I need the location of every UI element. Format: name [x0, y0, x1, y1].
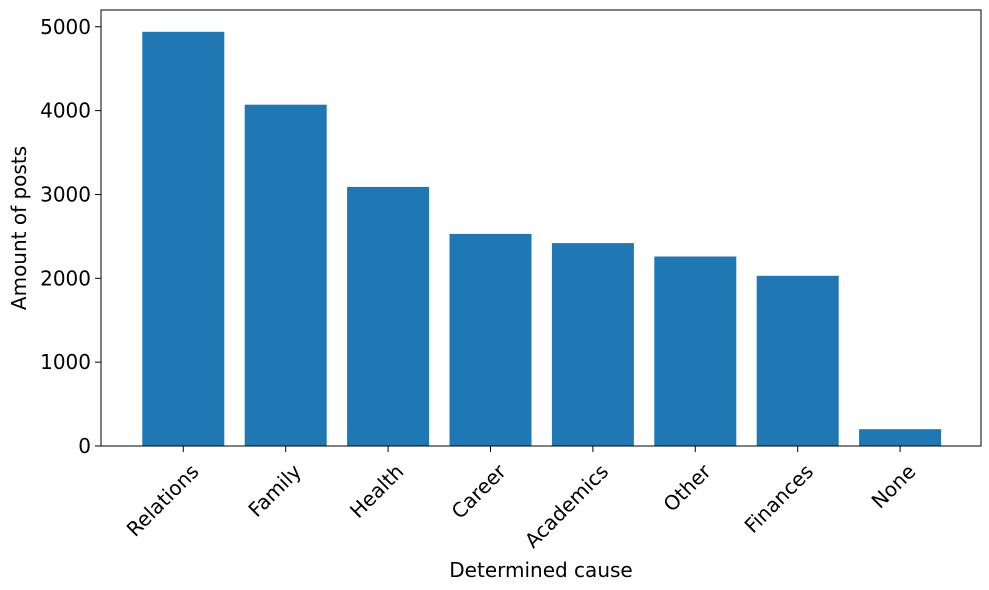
- bars-group: [142, 31, 942, 447]
- y-tick-label: 5000: [40, 15, 91, 39]
- y-tick-label: 3000: [40, 182, 91, 206]
- x-axis-label: Determined cause: [449, 558, 632, 582]
- bar-family: [244, 104, 327, 446]
- y-tick-label: 1000: [40, 350, 91, 374]
- plot-frame: [100, 9, 982, 447]
- bar-career: [449, 233, 532, 446]
- y-tick-label: 0: [78, 434, 91, 458]
- y-axis-label: Amount of posts: [7, 146, 31, 310]
- y-axis-ticks: 0 1000 2000 3000 4000 5000: [40, 15, 101, 458]
- bar-academics: [551, 243, 634, 446]
- bar-relations: [142, 31, 225, 447]
- y-tick-label: 2000: [40, 266, 91, 290]
- bar-health: [347, 186, 430, 446]
- bar-other: [654, 256, 737, 446]
- bar-none: [859, 429, 942, 446]
- y-tick-label: 4000: [40, 99, 91, 123]
- bar-finances: [756, 275, 839, 446]
